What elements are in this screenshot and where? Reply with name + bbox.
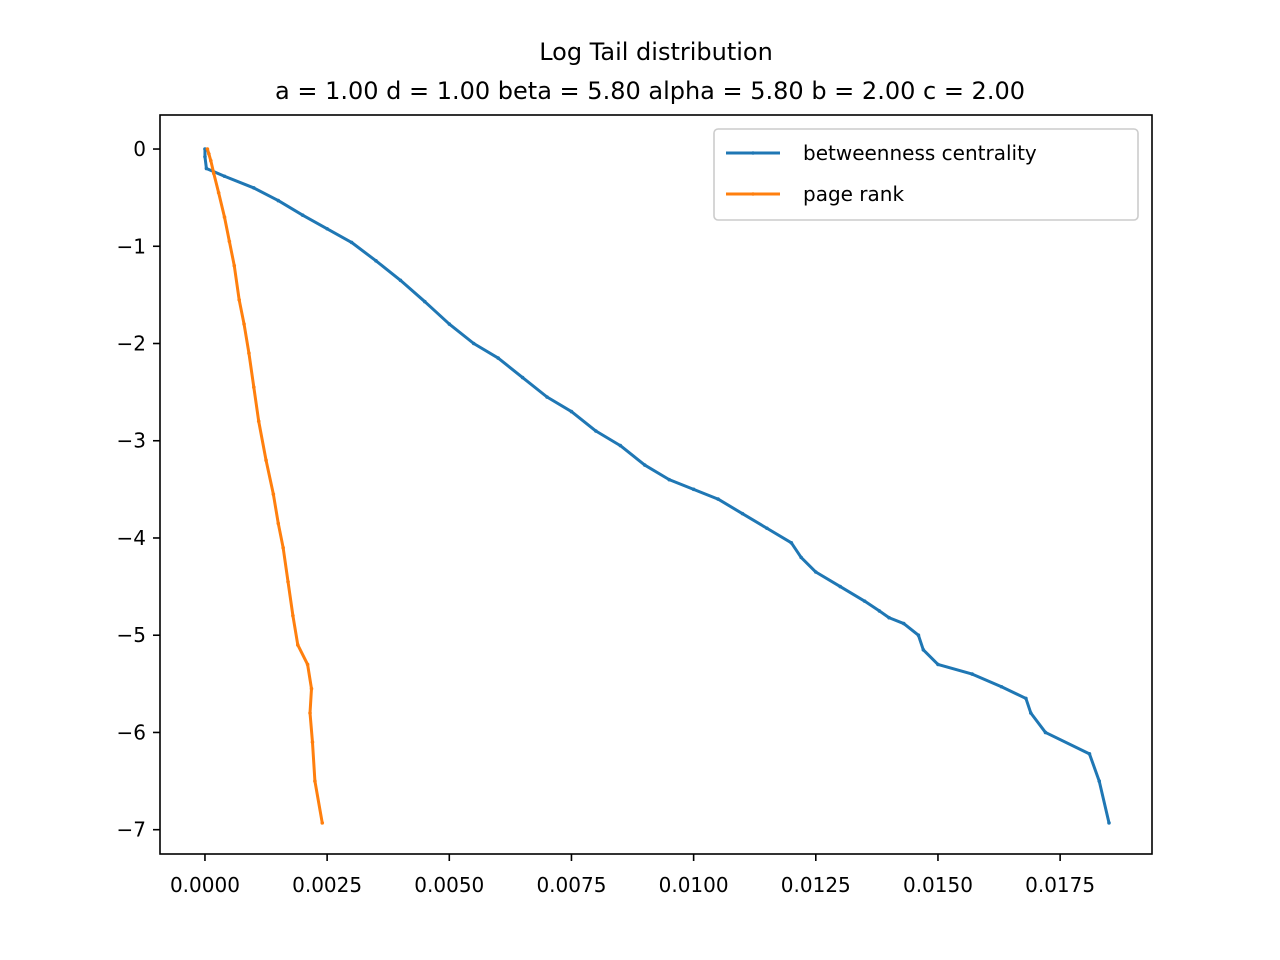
data-point	[207, 152, 211, 156]
data-point	[921, 648, 926, 652]
x-tick-label: 0.0000	[170, 873, 240, 897]
series-line-1	[205, 147, 324, 825]
data-point	[320, 821, 325, 825]
data-point	[222, 174, 227, 179]
data-point	[247, 351, 251, 356]
y-tick-label: −5	[117, 623, 146, 647]
data-point	[349, 240, 354, 245]
data-point	[237, 297, 241, 302]
y-tick-label: −6	[117, 720, 146, 744]
data-point	[877, 609, 882, 613]
data-point	[667, 477, 671, 482]
data-point	[545, 395, 549, 399]
data-point	[313, 779, 317, 783]
data-point	[309, 686, 314, 691]
x-tick-label: 0.0150	[903, 873, 973, 897]
data-point	[1029, 711, 1033, 715]
data-point	[276, 521, 281, 526]
data-point	[264, 458, 268, 462]
data-point	[838, 584, 843, 589]
data-point	[204, 166, 209, 171]
legend-marker	[751, 151, 755, 155]
data-point	[642, 463, 647, 467]
data-point	[447, 322, 452, 326]
data-point	[281, 545, 285, 550]
legend-marker	[751, 192, 755, 196]
data-point	[789, 541, 794, 545]
y-tick-label: −3	[117, 429, 146, 453]
x-tick-label: 0.0175	[1025, 873, 1095, 897]
data-point	[305, 662, 310, 667]
data-point	[286, 579, 290, 584]
data-point	[691, 487, 696, 492]
data-point	[310, 740, 315, 744]
data-point	[271, 492, 276, 497]
data-point	[1087, 752, 1092, 756]
data-point	[398, 278, 403, 283]
x-tick-label: 0.0100	[659, 873, 729, 897]
x-tick-label: 0.0075	[536, 873, 606, 897]
data-point	[1097, 779, 1102, 783]
data-point	[999, 684, 1004, 689]
y-tick-label: −1	[117, 234, 146, 258]
x-tick-label: 0.0025	[292, 873, 362, 897]
data-point	[471, 341, 476, 346]
data-point	[276, 198, 281, 203]
legend-label: betweenness centrality	[803, 141, 1037, 165]
chart-subtitle: a = 1.00 d = 1.00 beta = 5.80 alpha = 5.…	[275, 77, 1025, 105]
y-tick-label: 0	[133, 137, 146, 161]
ticks-layer: 0.0000 0.0025 0.0050 0.0075 0.0100 0.0125 0.01…	[117, 137, 1096, 897]
data-point	[308, 711, 312, 715]
data-point	[374, 259, 378, 263]
data-point	[740, 511, 745, 516]
data-point	[862, 599, 867, 603]
y-tick-label: −4	[117, 526, 146, 550]
data-point	[901, 621, 906, 626]
data-point	[765, 526, 769, 531]
data-point	[291, 613, 295, 618]
data-point	[205, 147, 210, 151]
data-point	[799, 555, 803, 560]
y-tick-label: −7	[117, 818, 146, 842]
plot-frame	[159, 114, 1153, 855]
data-point	[222, 215, 227, 219]
data-point	[1043, 730, 1048, 735]
x-tick-label: 0.0050	[414, 873, 484, 897]
data-point	[916, 633, 921, 638]
data-point	[203, 155, 207, 159]
data-point	[252, 385, 256, 390]
data-point	[242, 322, 246, 326]
data-point	[887, 615, 891, 620]
data-point	[569, 409, 574, 414]
legend-box	[713, 128, 1139, 221]
data-point	[252, 186, 256, 190]
data-point	[936, 662, 940, 667]
series-layer	[203, 147, 1111, 825]
data-point	[296, 643, 300, 647]
data-point	[227, 239, 232, 244]
data-point	[300, 213, 305, 217]
data-point	[1024, 696, 1028, 701]
data-point	[423, 299, 427, 304]
legend-label: page rank	[803, 182, 904, 206]
data-point	[211, 171, 216, 176]
data-point	[970, 672, 974, 676]
data-point	[1107, 821, 1111, 825]
y-tick-label: −2	[117, 332, 146, 356]
data-point	[618, 443, 623, 448]
chart-title: Log Tail distribution	[539, 38, 773, 66]
data-point	[814, 570, 818, 574]
data-point	[496, 356, 500, 360]
data-point	[232, 263, 237, 268]
data-point	[594, 429, 598, 433]
data-point	[716, 497, 720, 501]
data-point	[256, 419, 261, 424]
data-point	[520, 375, 525, 380]
data-point	[325, 226, 329, 231]
data-point	[209, 158, 213, 163]
legend: betweenness centrality page rank	[713, 128, 1139, 221]
x-tick-label: 0.0125	[781, 873, 851, 897]
data-point	[216, 190, 221, 195]
